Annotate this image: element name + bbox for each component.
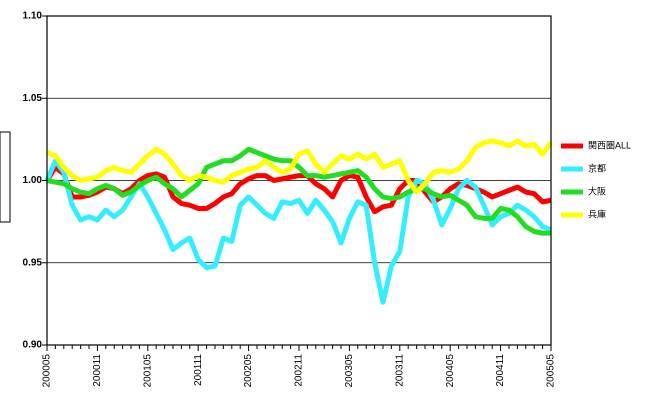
y-tick-label: 0.95 xyxy=(23,257,43,268)
x-tick-label: 200211 xyxy=(294,354,305,387)
x-tick-label: 200505 xyxy=(546,354,557,388)
x-tick-label: 200205 xyxy=(243,354,254,388)
y-tick-label: 0.90 xyxy=(23,340,43,351)
series-line xyxy=(46,146,551,236)
x-tick-label: 200305 xyxy=(344,354,355,388)
lines xyxy=(44,138,554,305)
x-tick-label: 200011 xyxy=(92,354,103,387)
x-tick-label: 200411 xyxy=(495,354,506,387)
legend-label: 関西圏ALL xyxy=(588,140,631,150)
series-line xyxy=(44,164,552,215)
x-tick-label: 200405 xyxy=(445,354,456,388)
x-tick-label: 200105 xyxy=(142,354,153,388)
legend-label: 大阪 xyxy=(588,185,606,196)
x-tick-label: 200311 xyxy=(394,354,405,387)
legend-label: 京都 xyxy=(588,162,606,173)
series-line xyxy=(44,158,552,305)
x-tick-label: 200005 xyxy=(42,354,53,388)
y-tick-label: 1.05 xyxy=(23,93,43,104)
x-tick-label: 200111 xyxy=(193,354,204,386)
frame-fragment xyxy=(0,131,11,223)
y-tick-label: 1.00 xyxy=(23,175,43,186)
legend-label: 兵庫 xyxy=(588,208,606,219)
grid xyxy=(47,15,551,346)
axes: 0.90 0.95 1.00 1.05 1.10 200005 200011 200105 20… xyxy=(23,11,557,388)
y-tick-label: 1.10 xyxy=(23,11,43,22)
series-line xyxy=(46,138,554,195)
